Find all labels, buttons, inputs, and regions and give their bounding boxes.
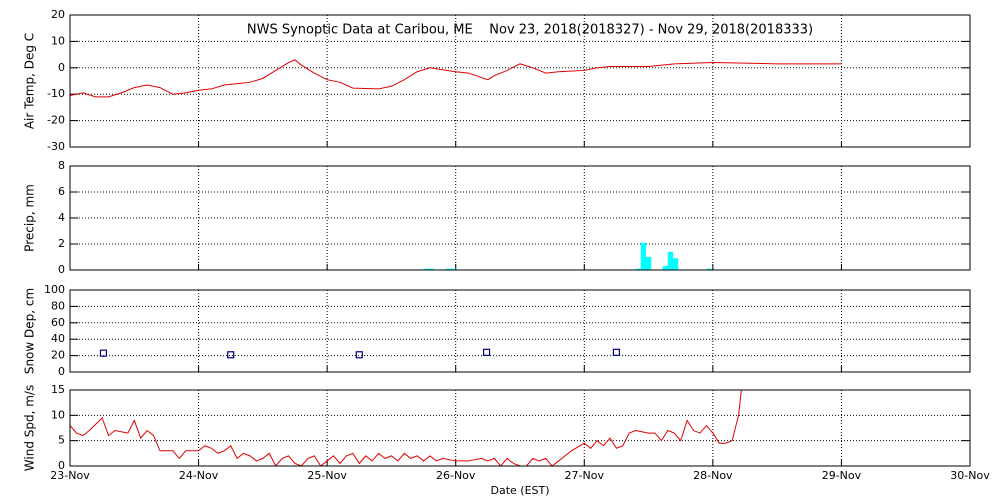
bar <box>672 258 679 270</box>
bar <box>635 268 641 270</box>
y-tick-label: 8 <box>58 159 65 172</box>
plot-area <box>70 59 842 98</box>
x-tick-label: 27-Nov <box>565 469 605 482</box>
y-tick-label: 0 <box>58 459 65 472</box>
bar <box>667 251 674 270</box>
y-tick-label: 20 <box>51 349 65 362</box>
y-tick-label: 20 <box>51 8 65 21</box>
data-line <box>70 59 842 98</box>
data-line <box>70 390 742 466</box>
bar <box>706 268 712 270</box>
y-tick-label: 40 <box>51 332 65 345</box>
x-tick-label: 30-Nov <box>950 469 990 482</box>
point <box>227 351 235 359</box>
point <box>99 349 108 357</box>
x-tick-label: 23-Nov <box>50 469 90 482</box>
y-tick-label: 0 <box>58 263 65 276</box>
panel-frame <box>69 389 971 467</box>
plot-area <box>99 348 621 359</box>
y-tick-label: 0 <box>58 365 65 378</box>
plot-area <box>423 242 712 270</box>
bar <box>445 268 451 270</box>
y-tick-label: 60 <box>51 316 65 329</box>
x-tick-label: 26-Nov <box>436 469 476 482</box>
y-tick-label: 0 <box>58 61 65 74</box>
x-tick-label: 29-Nov <box>822 469 862 482</box>
point <box>355 351 363 359</box>
chart-title: NWS Synoptic Data at Caribou, ME Nov 23,… <box>247 23 813 38</box>
panel-frame <box>69 165 971 271</box>
y-tick-label: -30 <box>47 140 65 153</box>
y-axis-label: Snow Dep, cm <box>23 288 37 374</box>
y-axis-label: Wind Spd, m/s <box>23 385 37 471</box>
bar <box>423 268 429 270</box>
plot-area <box>70 390 742 466</box>
bar <box>662 266 668 270</box>
y-axis-label: Air Temp, Deg C <box>23 33 37 129</box>
y-tick-label: 100 <box>44 283 65 296</box>
bar <box>640 242 647 270</box>
bar <box>428 268 434 270</box>
y-tick-label: 4 <box>58 211 65 224</box>
point <box>612 348 621 356</box>
bar <box>645 257 652 270</box>
y-tick-label: 10 <box>51 34 65 47</box>
panel-frame <box>69 289 971 373</box>
panel-frame <box>69 14 971 148</box>
y-tick-label: 10 <box>51 408 65 421</box>
x-tick-label: 28-Nov <box>693 469 733 482</box>
y-tick-label: 6 <box>58 185 65 198</box>
y-tick-label: 15 <box>51 383 65 396</box>
y-tick-label: -20 <box>47 114 65 127</box>
point <box>482 348 491 356</box>
y-axis-label: Precip, mm <box>23 184 37 252</box>
x-tick-label: 24-Nov <box>179 469 219 482</box>
bar <box>450 268 456 270</box>
y-tick-label: 80 <box>51 299 65 312</box>
y-tick-label: 2 <box>58 237 65 250</box>
x-axis-label: Date (EST) <box>490 484 549 497</box>
y-tick-label: 5 <box>58 434 65 447</box>
x-tick-label: 25-Nov <box>307 469 347 482</box>
y-tick-label: -10 <box>47 87 65 100</box>
